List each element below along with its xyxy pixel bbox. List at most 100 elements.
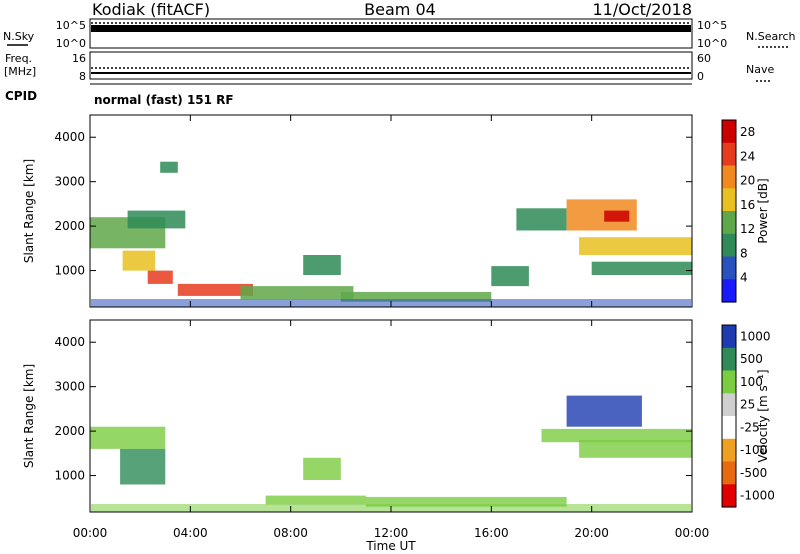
power-region	[491, 266, 529, 287]
colorbar-swatch	[722, 120, 736, 144]
power-region	[160, 161, 178, 173]
colorbar-swatch	[722, 416, 736, 440]
y-tick-label: 1000	[54, 264, 85, 278]
y-tick-label: 2000	[54, 219, 85, 233]
colorbar-tick-label: 1000	[740, 329, 771, 343]
freq-label-line1: Freq.	[5, 52, 32, 65]
colorbar-tick-label: 8	[740, 246, 748, 260]
power-region	[591, 261, 692, 275]
cpid-value: normal (fast) 151 RF	[94, 93, 234, 107]
power-region	[604, 210, 630, 222]
y-tick-label: 3000	[54, 175, 85, 189]
freq-strip: Freq. [MHz] 16 8 60 0 Nave	[4, 51, 774, 83]
x-tick-label: 04:00	[173, 526, 208, 540]
colorbar-tick-label: -100	[740, 443, 767, 457]
x-tick-label: 12:00	[374, 526, 409, 540]
nave-tick-bottom: 0	[697, 70, 704, 83]
y-tick-label: 2000	[54, 424, 85, 438]
nave-tick-top: 60	[697, 52, 711, 65]
colorbar-tick-label: -25	[740, 420, 760, 434]
colorbar-tick-label: -1000	[740, 489, 775, 503]
velocity-ylabel: Slant Range [km]	[22, 364, 36, 468]
colorbar-swatch	[722, 233, 736, 258]
colorbar-swatch	[722, 370, 736, 394]
x-tick-label: 08:00	[273, 526, 308, 540]
colorbar-tick-label: -500	[740, 466, 767, 480]
y-tick-label: 4000	[54, 335, 85, 349]
freq-strip-frame	[89, 51, 693, 80]
velocity-region	[566, 395, 642, 427]
power-region	[340, 291, 492, 302]
power-region	[516, 208, 567, 231]
y-tick-label: 4000	[54, 130, 85, 144]
velocity-region	[177, 488, 266, 503]
freq-tick-bottom: 8	[79, 70, 86, 83]
nsearch-tick-top: 10^5	[697, 19, 727, 32]
colorbar-swatch	[722, 188, 736, 212]
velocity-region	[303, 457, 341, 480]
colorbar-swatch	[722, 461, 736, 485]
y-tick-label: 3000	[54, 380, 85, 394]
x-axis-label: Time UT	[365, 539, 416, 553]
nsky-tick-bottom: 10^0	[56, 37, 86, 50]
colorbar-frame	[721, 119, 737, 303]
velocity-region	[579, 440, 692, 458]
colorbar-tick-label: 24	[740, 149, 755, 163]
y-tick-label: 1000	[54, 469, 85, 483]
colorbar-swatch	[722, 484, 736, 508]
velocity-region	[265, 495, 366, 505]
nsearch-tick-bottom: 10^0	[697, 37, 727, 50]
power-region	[240, 286, 354, 300]
time-x-axis: 00:00 04:00 08:00 12:00 16:00 20:00 00:00	[73, 526, 710, 540]
power-colorbar-label: Power [dB]	[756, 178, 770, 243]
freq-label-line2: [MHz]	[4, 65, 36, 78]
colorbar-swatch	[722, 256, 736, 280]
power-region	[127, 210, 186, 229]
power-ylabel: Slant Range [km]	[22, 159, 36, 263]
colorbar-tick-label: 500	[740, 352, 763, 366]
radar-title: Kodiak (fitACF)	[92, 0, 210, 19]
x-tick-label: 20:00	[574, 526, 609, 540]
nsky-strip: N.Sky 10^5 10^0 10^5 10^0 N.Search	[3, 18, 796, 50]
power-region	[147, 270, 173, 284]
x-tick-label: 00:00	[73, 526, 108, 540]
colorbar-swatch	[722, 165, 736, 189]
colorbar-tick-label: 4	[740, 271, 748, 285]
colorbar-swatch	[722, 393, 736, 417]
power-region	[122, 250, 156, 271]
power-region	[177, 283, 253, 296]
velocity-region	[365, 496, 567, 507]
velocity-y-axis: 1000 2000 3000 4000	[54, 320, 693, 512]
beam-label: Beam 04	[364, 0, 436, 19]
nsky-label: N.Sky	[3, 30, 35, 43]
colorbar-swatch	[722, 325, 736, 349]
colorbar-tick-label: 12	[740, 222, 755, 236]
nsky-strip-frame	[89, 18, 693, 49]
velocity-colorbar-label: Velocity [m s⁻¹]	[756, 369, 770, 462]
colorbar-swatch	[722, 347, 736, 372]
colorbar-tick-label: 20	[740, 174, 755, 188]
velocity-region	[120, 448, 166, 485]
colorbar-tick-label: 16	[740, 198, 755, 212]
freq-tick-top: 16	[72, 52, 86, 65]
power-region	[303, 255, 341, 275]
colorbar-swatch	[722, 142, 736, 167]
x-tick-label: 00:00	[675, 526, 710, 540]
colorbar-frame	[721, 324, 737, 508]
nsky-trace	[91, 25, 691, 32]
colorbar-swatch	[722, 438, 736, 463]
colorbar-swatch	[722, 211, 736, 235]
power-region	[579, 237, 692, 255]
colorbar-tick-label: 28	[740, 125, 755, 139]
power-colorbar: 4 8 12 16 20 24 28	[721, 119, 755, 303]
x-tick-label: 16:00	[474, 526, 509, 540]
colorbar-swatch	[722, 279, 736, 303]
colorbar-tick-label: 25	[740, 398, 755, 412]
velocity-colorbar: 1000 500 100 25 -25 -100 -500 -1000	[721, 324, 775, 508]
velocity-region	[541, 428, 692, 443]
date-label: 11/Oct/2018	[592, 0, 692, 19]
velocity-panel: 1000 2000 3000 4000 Slant Range [km] 1000 50…	[22, 319, 775, 513]
nave-label: Nave	[746, 63, 774, 76]
velocity-region	[90, 426, 166, 449]
